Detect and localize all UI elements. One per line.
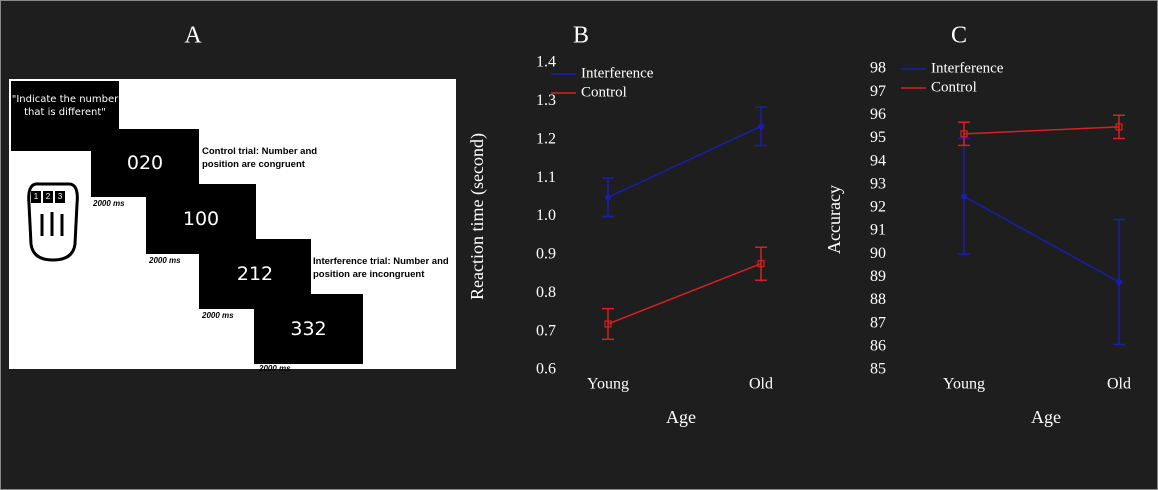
y-tick-label: 85 [870, 361, 886, 378]
y-tick-label: 92 [870, 199, 886, 216]
y-tick-label: 90 [870, 245, 886, 262]
y-tick-label: 0.6 [536, 361, 556, 378]
y-tick-label: 1.0 [536, 207, 556, 224]
y-tick-label: 91 [870, 222, 886, 239]
trial-note: Control trial: Number and position are c… [202, 146, 318, 170]
keys: 1 2 3 [31, 191, 65, 203]
series-line [963, 195, 1120, 283]
y-tick-label: 89 [870, 268, 886, 285]
y-tick-label: 87 [870, 314, 886, 331]
marker [961, 193, 967, 200]
key: 1 [31, 191, 41, 203]
error-bar [755, 246, 767, 281]
series-line [607, 125, 762, 198]
x-tick-label: Old [749, 376, 773, 393]
marker [1115, 123, 1123, 131]
y-tick-label: 96 [870, 106, 886, 123]
y-tick-label: 86 [870, 338, 886, 355]
y-axis-label: Accuracy [824, 185, 844, 254]
duration: 2000 ms [149, 256, 181, 265]
legend-label: Control [581, 84, 627, 100]
panel-label: C [951, 23, 967, 49]
error-bar [602, 307, 614, 341]
key: 2 [43, 191, 53, 203]
stimulus-card: 332 [254, 294, 363, 364]
y-tick-label: 88 [870, 291, 886, 308]
legend-label: Control [931, 79, 977, 95]
y-tick-label: 98 [870, 60, 886, 77]
y-axis-label: Reaction time (second) [467, 133, 488, 300]
x-axis-label: Age [666, 407, 696, 427]
y-tick-label: 97 [870, 83, 886, 100]
y-tick-label: 0.8 [536, 284, 556, 301]
series-line [963, 126, 1120, 135]
y-tick-label: 0.9 [536, 246, 556, 263]
legend-label: Interference [931, 60, 1004, 76]
hand-icon [27, 182, 79, 262]
series-line [607, 263, 762, 325]
key: 3 [55, 191, 65, 203]
y-tick-label: 1.2 [536, 130, 556, 147]
panel-label: A [184, 23, 202, 49]
error-bar [958, 121, 970, 147]
task-panel: "Indicate the number that is different" … [9, 79, 456, 373]
marker [1116, 279, 1122, 286]
marker [960, 130, 968, 138]
marker [605, 194, 611, 201]
marker [757, 260, 765, 268]
x-axis-label: Age [1031, 407, 1061, 427]
panel-label: B [573, 23, 589, 49]
duration: 2000 ms [93, 199, 125, 208]
y-tick-label: 1.3 [536, 92, 556, 109]
y-tick-label: 0.7 [536, 322, 556, 339]
y-tick-label: 1.4 [536, 54, 556, 71]
trial-note: Interference trial: Number and position … [313, 256, 449, 280]
marker [604, 320, 612, 328]
y-tick-label: 94 [870, 152, 886, 169]
marker [758, 123, 764, 130]
y-tick-label: 93 [870, 175, 886, 192]
y-tick-label: 1.1 [536, 169, 556, 186]
legend-label: Interference [581, 65, 654, 81]
x-tick-label: Old [1107, 376, 1131, 393]
error-bar [1113, 114, 1125, 140]
duration: 2000 ms [202, 311, 234, 320]
y-tick-label: 95 [870, 129, 886, 146]
x-tick-label: Young [587, 376, 629, 393]
x-tick-label: Young [943, 376, 985, 393]
duration: 2000 ms [259, 364, 291, 373]
